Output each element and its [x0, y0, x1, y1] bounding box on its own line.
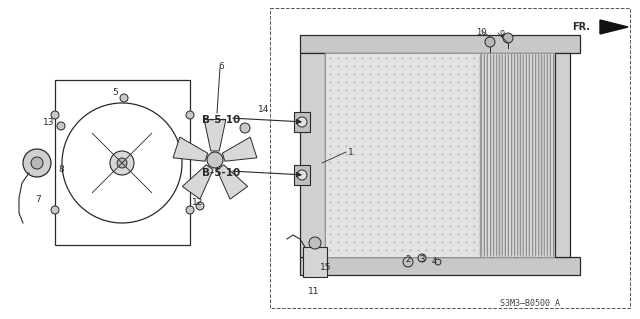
- Circle shape: [297, 117, 307, 127]
- Circle shape: [51, 111, 59, 119]
- Text: S3M3–B0500 A: S3M3–B0500 A: [500, 299, 560, 308]
- Text: 4: 4: [432, 257, 437, 266]
- Circle shape: [51, 206, 59, 214]
- Text: B-5-10: B-5-10: [202, 168, 240, 178]
- Text: 15: 15: [320, 263, 332, 272]
- Text: 10: 10: [476, 28, 486, 37]
- Text: FR.: FR.: [572, 22, 590, 32]
- Polygon shape: [204, 119, 226, 151]
- Bar: [55, 80, 190, 245]
- Text: 1: 1: [348, 148, 354, 157]
- Text: 9: 9: [500, 30, 505, 39]
- Text: 11: 11: [308, 287, 319, 296]
- Circle shape: [503, 33, 513, 43]
- Circle shape: [196, 202, 204, 210]
- Circle shape: [117, 158, 127, 168]
- Text: 3: 3: [419, 255, 424, 264]
- Circle shape: [297, 170, 307, 180]
- Circle shape: [418, 254, 426, 262]
- Bar: [303, 247, 327, 277]
- Bar: [555, 53, 570, 257]
- Polygon shape: [173, 137, 208, 161]
- Circle shape: [403, 257, 413, 267]
- Circle shape: [207, 152, 223, 168]
- Polygon shape: [182, 165, 213, 199]
- Circle shape: [240, 123, 250, 133]
- Text: 8: 8: [58, 165, 64, 174]
- Circle shape: [120, 94, 128, 102]
- Text: 13: 13: [43, 118, 54, 127]
- Circle shape: [309, 237, 321, 249]
- Bar: [300, 35, 580, 53]
- Polygon shape: [600, 20, 628, 34]
- Circle shape: [186, 111, 194, 119]
- Bar: [294, 165, 310, 185]
- Bar: [300, 53, 325, 257]
- Circle shape: [435, 259, 441, 265]
- Text: 5: 5: [112, 88, 118, 97]
- Circle shape: [23, 149, 51, 177]
- Circle shape: [485, 37, 495, 47]
- Bar: [325, 53, 555, 257]
- Text: 2: 2: [405, 255, 410, 264]
- Polygon shape: [217, 165, 248, 199]
- Bar: [480, 53, 555, 257]
- Text: 12: 12: [192, 198, 204, 207]
- Text: 14: 14: [258, 105, 269, 114]
- Circle shape: [31, 157, 43, 169]
- Bar: [294, 112, 310, 132]
- Circle shape: [57, 122, 65, 130]
- Polygon shape: [222, 137, 257, 161]
- Text: 7: 7: [35, 195, 41, 204]
- Text: B-5-10: B-5-10: [202, 115, 240, 125]
- Circle shape: [186, 206, 194, 214]
- Text: 6: 6: [218, 62, 224, 71]
- Bar: [270, 8, 630, 308]
- Bar: [300, 257, 580, 275]
- Circle shape: [110, 151, 134, 175]
